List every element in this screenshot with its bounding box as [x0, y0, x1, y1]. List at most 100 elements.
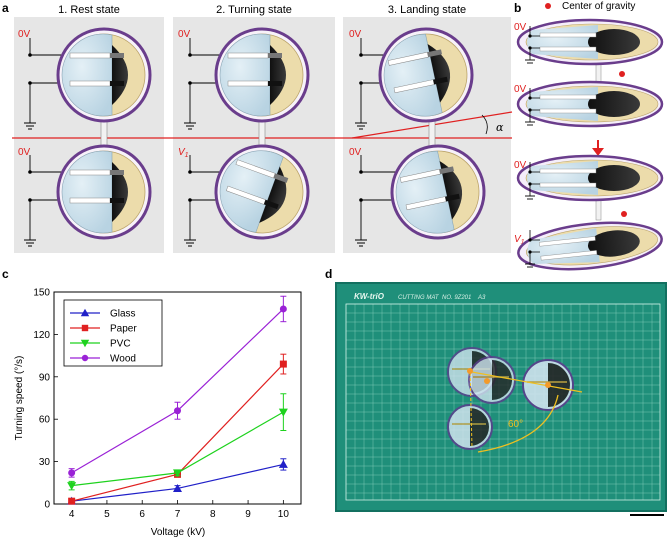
side-wire [529, 47, 540, 60]
terminal-dot [28, 198, 32, 202]
b-voltage-1: 0V [514, 22, 527, 33]
panel-a: a 1. Rest state 2. Turning state 3. Land… [2, 1, 513, 253]
side-black [588, 165, 640, 191]
data-point [81, 354, 89, 362]
rotation-arc [477, 394, 559, 453]
side-electrode-top [539, 94, 597, 100]
terminal-dot [359, 170, 363, 174]
center-of-gravity-legend: Center of gravity [562, 1, 635, 12]
center-of-gravity-legend-marker [545, 3, 551, 9]
terminal-dot [359, 81, 363, 85]
side-views [516, 18, 664, 271]
panel-a-label: a [2, 1, 9, 15]
side-terminal [528, 46, 532, 50]
robot-unit [184, 144, 310, 247]
tracking-dot [484, 378, 490, 384]
robot-body [214, 27, 310, 123]
terminal-dot [188, 81, 192, 85]
side-terminal [528, 96, 532, 100]
side-wiring [525, 230, 540, 268]
legend-entry-wood: Wood [110, 354, 136, 365]
chart-legend: Glass Paper PVC Wood [70, 309, 137, 365]
electrode-top [69, 169, 111, 176]
panel-c-label: c [2, 267, 9, 281]
conductive-area [270, 45, 286, 105]
state-title-landing: 3. Landing state [388, 4, 466, 16]
grid-border [345, 303, 661, 501]
conductive-area [259, 166, 287, 223]
mat-border [335, 282, 667, 512]
panel-c: c 4 5 6 7 8 9 10 0 30 60 90 120 150 Voltage (kV) Tur… [2, 267, 302, 538]
side-black [587, 230, 640, 257]
b-voltage-3: 0V [514, 160, 527, 171]
y-axis-label: Turning speed (°/s) [14, 356, 25, 441]
y-tick-label: 30 [39, 457, 51, 468]
terminal-dot [188, 198, 192, 202]
side-wiring [525, 26, 540, 64]
data-point [173, 469, 182, 478]
terminal-dot [359, 198, 363, 202]
rest-bottom-voltage: 0V [18, 147, 31, 158]
data-point [80, 339, 90, 348]
photo-robots [447, 347, 583, 453]
y-tick-label: 150 [33, 288, 50, 299]
robot-body [378, 27, 474, 123]
side-terminal [528, 238, 532, 242]
electrode-tip-top [427, 49, 443, 58]
side-electrode-bottom [539, 46, 597, 52]
y-tick-label: 120 [33, 330, 50, 341]
x-axis-label: Voltage (kV) [151, 527, 205, 538]
conductive-area [427, 43, 450, 103]
side-film [527, 25, 598, 59]
data-point [279, 360, 287, 368]
b-voltage-4: V1 [514, 234, 525, 246]
panel-b-label: b [514, 1, 521, 15]
tracking-dot [545, 382, 551, 388]
electrode-bottom [69, 197, 111, 204]
landing-top-voltage: 0V [349, 29, 362, 40]
chart-series [67, 295, 288, 505]
robot-unit [24, 27, 152, 130]
electrode-tip-bottom [268, 81, 282, 86]
legend-entry-pvc: PVC [110, 339, 131, 350]
data-point [278, 408, 288, 417]
side-terminal [528, 250, 532, 254]
electrode-tip-top [273, 173, 289, 183]
electrode-wiring [355, 155, 404, 247]
robot-unit [184, 27, 310, 130]
photo-robot-black [548, 363, 570, 407]
electrode-wiring [184, 155, 228, 247]
turning-top-voltage: 0V [178, 29, 191, 40]
x-tick-label: 9 [245, 509, 251, 520]
data-point [279, 305, 287, 313]
data-point [278, 459, 288, 468]
conductive-area [112, 45, 128, 105]
x-tick-label: 6 [139, 509, 145, 520]
data-point [67, 482, 77, 491]
side-film [527, 87, 598, 121]
electrode-tip-top [439, 166, 455, 175]
data-point [68, 497, 76, 505]
robot-body [214, 144, 310, 240]
side-wiring [525, 88, 540, 126]
state-title-turning: 2. Turning state [216, 4, 292, 16]
electrode-tip-bottom [445, 193, 460, 202]
mat-number: NO. 9Z201 [442, 295, 471, 301]
vertical-guide [469, 367, 473, 449]
side-wiring [525, 162, 540, 200]
axis-ticks: 4 5 6 7 8 9 10 0 30 60 90 120 150 [33, 288, 289, 521]
electrode-tip-bottom [263, 199, 279, 210]
mat-brand: KW-triO [354, 292, 385, 301]
electrode-bottom [227, 80, 269, 87]
side-electrode-top [539, 236, 596, 247]
data-point [174, 407, 181, 415]
reference-guide [471, 371, 583, 393]
side-terminal [528, 170, 532, 174]
side-black [588, 91, 640, 117]
y-tick-label: 90 [39, 372, 51, 383]
terminal-dot [188, 170, 192, 174]
data-point [80, 308, 90, 317]
data-point [68, 469, 76, 477]
y-tick-label: 60 [39, 415, 51, 426]
